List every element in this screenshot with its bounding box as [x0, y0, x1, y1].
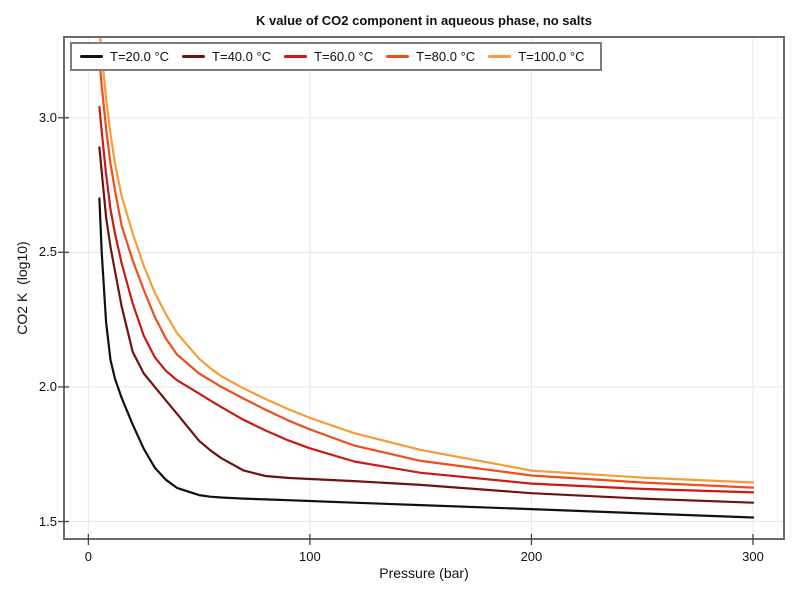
legend-line-swatch [182, 55, 206, 58]
series-curve [98, 57, 755, 489]
legend-item: T=40.0 °C [182, 49, 271, 64]
chart-title: K value of CO2 component in aqueous phas… [256, 13, 592, 28]
series-curve [98, 146, 755, 504]
series-curve [98, 105, 755, 494]
legend-item-label: T=40.0 °C [212, 49, 272, 64]
legend-line-swatch [386, 55, 410, 58]
series-curve [99, 37, 755, 484]
legend-item-label: T=80.0 °C [416, 49, 476, 64]
plot-frame [63, 36, 785, 540]
legend-line-swatch [80, 55, 103, 58]
y-tick-label: 1.5 [38, 513, 57, 529]
y-tick-label: 2.0 [38, 378, 57, 394]
legend-item: T=100.0 °C [488, 49, 584, 64]
y-tick-label: 2.5 [38, 244, 57, 260]
legend-item: T=80.0 °C [386, 49, 475, 64]
legend-item: T=60.0 °C [284, 49, 373, 64]
y-tick-label: 3.0 [38, 109, 57, 125]
legend-item-label: T=20.0 °C [110, 49, 170, 64]
y-axis-label: CO2 K (log10) [14, 241, 30, 335]
series-curve [98, 197, 755, 519]
legend-item-label: T=60.0 °C [314, 49, 374, 64]
legend-line-swatch [284, 55, 308, 58]
x-axis-label: Pressure (bar) [379, 565, 469, 581]
legend-item-label: T=100.0 °C [518, 49, 585, 64]
legend-item: T=20.0 °C [80, 49, 169, 64]
x-tick-label: 0 [84, 549, 92, 564]
x-tick-label: 300 [742, 549, 764, 564]
x-tick-label: 200 [520, 549, 543, 564]
legend: T=20.0 °C T=40.0 °C T=60.0 °C T=80.0 °C T=10… [70, 42, 602, 71]
x-tick-label: 100 [299, 549, 321, 564]
legend-line-swatch [488, 55, 512, 58]
